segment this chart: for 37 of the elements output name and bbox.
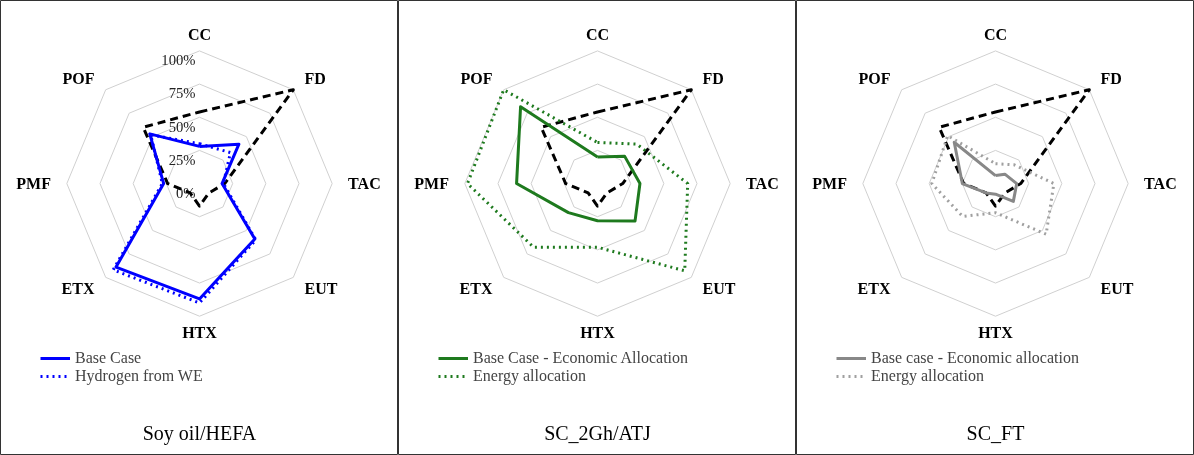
spoke-label: EUT xyxy=(702,280,736,298)
y-tick-label: 25% xyxy=(168,151,196,168)
spoke-label: POF xyxy=(858,70,891,88)
legend-label: Energy allocation xyxy=(871,367,984,385)
spoke-label: PMF xyxy=(812,175,848,193)
y-tick-label: 100% xyxy=(161,52,196,69)
legend-label: Hydrogen from WE xyxy=(75,367,203,385)
spoke-label: FD xyxy=(1100,70,1122,88)
legend-label: Energy allocation xyxy=(473,367,586,385)
spoke-label: TAC xyxy=(746,175,779,193)
spoke-label: HTX xyxy=(182,323,218,341)
text: SC_FT xyxy=(966,421,1025,444)
spoke-label: CC xyxy=(187,26,212,44)
spoke-label: TAC xyxy=(1144,175,1177,193)
y-tick-label: 50% xyxy=(168,118,196,135)
spoke-label: TAC xyxy=(348,175,381,193)
spoke-label: PMF xyxy=(16,175,52,193)
spoke-label: FD xyxy=(702,70,724,88)
spoke-label: EUT xyxy=(304,280,338,298)
spoke-label: EUT xyxy=(1100,280,1134,298)
spoke-label: ETX xyxy=(61,280,95,298)
spoke-label: POF xyxy=(62,70,95,88)
y-tick-label: 75% xyxy=(168,85,196,102)
text: SC_2Gh/ATJ xyxy=(544,421,652,444)
spoke-label: CC xyxy=(983,26,1008,44)
spoke-label: HTX xyxy=(978,323,1014,341)
spoke-label: PMF xyxy=(414,175,450,193)
legend-label: Base Case xyxy=(75,349,142,367)
legend-label: Base Case - Economic Allocation xyxy=(473,349,689,367)
spoke-label: POF xyxy=(460,70,493,88)
spoke-label: ETX xyxy=(857,280,891,298)
spoke-label: ETX xyxy=(459,280,493,298)
spoke-label: CC xyxy=(585,26,610,44)
legend-label: Base case - Economic allocation xyxy=(871,349,1079,367)
text: Soy oil/HEFA xyxy=(142,421,257,445)
spoke-label: HTX xyxy=(580,323,616,341)
spoke-label: FD xyxy=(304,70,326,88)
